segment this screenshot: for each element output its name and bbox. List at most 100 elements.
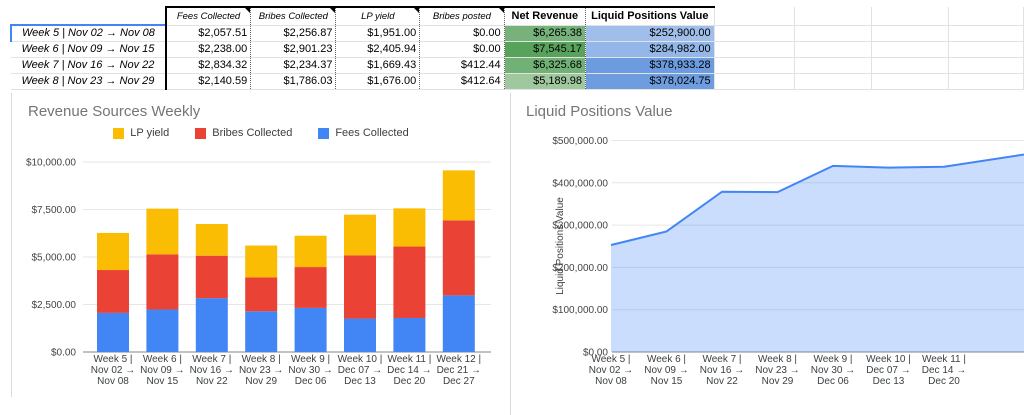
x-tick-label: Week 11 | Dec 14 → Dec 20 [922, 354, 966, 387]
empty-cell[interactable] [794, 24, 873, 42]
value-cell[interactable]: $412.64 [419, 73, 505, 90]
value-cell[interactable]: $0.00 [419, 41, 505, 58]
y-tick-label: $0.00 [51, 348, 76, 359]
x-tick-label: Week 12 | Dec 21 → Dec 27 [436, 354, 481, 387]
y-tick-label: $400,000.00 [552, 178, 608, 189]
table-row: Week 8 | Nov 23 → Nov 29 $2,140.59 $1,786.… [11, 73, 1024, 90]
area-fill [611, 154, 1024, 352]
legend-swatch-icon [318, 127, 330, 139]
bar-chart-legend: LP yield Bribes Collected Fees Collected [12, 127, 510, 139]
value-cell[interactable]: $378,024.75 [585, 73, 715, 90]
x-tick-label: Week 7 | Nov 16 → Nov 22 [190, 354, 234, 387]
x-tick-label: Week 9 | Nov 30 → Dec 06 [811, 354, 855, 387]
value-cell[interactable]: $0.00 [419, 24, 505, 42]
week-label-cell[interactable]: Week 5 | Nov 02 → Nov 08 [10, 24, 167, 42]
value-cell[interactable]: $1,786.03 [250, 73, 337, 90]
empty-cell[interactable] [794, 41, 873, 58]
value-cell[interactable]: $1,676.00 [335, 73, 421, 90]
table-row: Week 5 | Nov 02 → Nov 08 $2,057.51 $2,256.… [10, 24, 1024, 42]
legend-item: LP yield [113, 127, 169, 139]
empty-header-cell[interactable] [948, 7, 1024, 26]
empty-header-cell[interactable] [871, 7, 950, 26]
column-header[interactable]: Net Revenue [504, 6, 587, 26]
value-cell[interactable]: $2,901.23 [250, 41, 337, 58]
bar-segment-lp-yield [294, 235, 327, 268]
bar-segment-fees-collected [146, 309, 179, 352]
value-cell[interactable]: $1,669.43 [335, 57, 421, 74]
value-cell[interactable]: $1,951.00 [335, 24, 421, 42]
x-tick-label: Week 8 | Nov 23 → Nov 29 [755, 354, 799, 387]
column-header-with-note[interactable]: Fees Collected [164, 6, 252, 26]
y-axis-title: Liquid Positions Value [555, 197, 566, 295]
x-tick-label: Week 10 | Dec 07 → Dec 13 [338, 354, 383, 387]
x-tick-label: Week 8 | Nov 23 → Nov 29 [239, 354, 283, 387]
week-label-cell[interactable]: Week 6 | Nov 09 → Nov 15 [11, 41, 167, 58]
value-cell[interactable]: $412.44 [419, 57, 505, 74]
empty-cell[interactable] [714, 24, 795, 42]
value-cell[interactable]: $2,256.87 [250, 24, 337, 42]
empty-cell[interactable] [948, 41, 1024, 58]
empty-cell[interactable] [714, 57, 795, 74]
empty-cell[interactable] [794, 57, 873, 74]
value-cell[interactable]: $284,982.00 [585, 41, 715, 58]
value-cell[interactable]: $6,325.68 [504, 57, 587, 74]
bar-segment-lp-yield [195, 223, 228, 256]
value-cell[interactable]: $2,234.37 [250, 57, 337, 74]
value-cell[interactable]: $7,545.17 [504, 41, 587, 58]
y-tick-label: $7,500.00 [32, 205, 77, 216]
bar-segment-bribes-collected [344, 255, 376, 319]
x-tick-label: Week 6 | Nov 09 → Nov 15 [644, 354, 688, 387]
legend-label: Bribes Collected [212, 127, 293, 139]
week-label-cell[interactable]: Week 7 | Nov 16 → Nov 22 [11, 57, 167, 74]
legend-label: LP yield [130, 127, 170, 139]
empty-cell[interactable] [948, 73, 1024, 90]
empty-header-cell[interactable] [714, 7, 795, 26]
bar-segment-bribes-collected [245, 277, 278, 312]
column-header-with-note[interactable]: LP yield [335, 6, 421, 26]
value-cell[interactable]: $6,265.38 [504, 24, 587, 42]
area-chart-plot: $0.00 $100,000.00 $200,000.00 $300,000.00 $4… [552, 136, 1024, 387]
value-cell[interactable]: $252,900.00 [585, 24, 715, 42]
empty-cell[interactable] [794, 73, 873, 90]
empty-cell[interactable] [871, 41, 950, 58]
revenue-sources-chart[interactable]: Revenue Sources Weekly LP yield Bribes Co… [11, 93, 510, 397]
empty-cell[interactable] [871, 24, 950, 42]
y-tick-label: $10,000.00 [26, 158, 76, 169]
value-cell[interactable]: $5,189.98 [504, 73, 587, 90]
week-label-cell[interactable]: Week 8 | Nov 23 → Nov 29 [11, 73, 167, 90]
empty-cell[interactable] [714, 73, 795, 90]
x-tick-label: Week 5 | Nov 02 → Nov 08 [91, 354, 135, 387]
bar-chart-plot: $0.00 $2,500.00 $5,000.00 $7,500.00 $10,000.… [26, 158, 491, 387]
bar-segment-lp-yield [146, 208, 179, 255]
empty-cell[interactable] [871, 57, 950, 74]
value-cell[interactable]: $2,405.94 [335, 41, 421, 58]
y-tick-label: $500,000.00 [552, 136, 608, 147]
legend-item: Fees Collected [318, 127, 409, 139]
legend-swatch-icon [195, 127, 207, 139]
x-tick-label: Week 7 | Nov 16 → Nov 22 [700, 354, 744, 387]
column-header[interactable]: Liquid Positions Value [585, 6, 715, 26]
column-header[interactable] [11, 7, 167, 26]
bar-segment-fees-collected [97, 312, 129, 352]
column-header-with-note[interactable]: Bribes posted [419, 6, 505, 26]
empty-cell[interactable] [948, 57, 1024, 74]
weekly-revenue-table[interactable]: Fees Collected Bribes Collected LP yield Br… [10, 6, 1024, 90]
value-cell[interactable]: $2,140.59 [164, 73, 252, 90]
bar-chart-title: Revenue Sources Weekly [28, 103, 201, 120]
value-cell[interactable]: $2,238.00 [164, 41, 252, 58]
y-tick-label: $0.00 [583, 348, 608, 359]
empty-cell[interactable] [871, 73, 950, 90]
bar-segment-fees-collected [442, 295, 475, 352]
empty-header-cell[interactable] [794, 7, 873, 26]
column-header-with-note[interactable]: Bribes Collected [250, 6, 337, 26]
liquid-positions-chart[interactable]: Liquid Positions Value $0.00 $100,000.00 $… [510, 93, 1024, 415]
empty-cell[interactable] [714, 41, 795, 58]
area-chart-title: Liquid Positions Value [526, 103, 673, 120]
value-cell[interactable]: $2,057.51 [164, 24, 252, 42]
empty-cell[interactable] [948, 24, 1024, 42]
value-cell[interactable]: $2,834.32 [164, 57, 252, 74]
value-cell[interactable]: $378,933.28 [585, 57, 715, 74]
x-tick-label: Week 6 | Nov 09 → Nov 15 [140, 354, 184, 387]
legend-item: Bribes Collected [195, 127, 292, 139]
